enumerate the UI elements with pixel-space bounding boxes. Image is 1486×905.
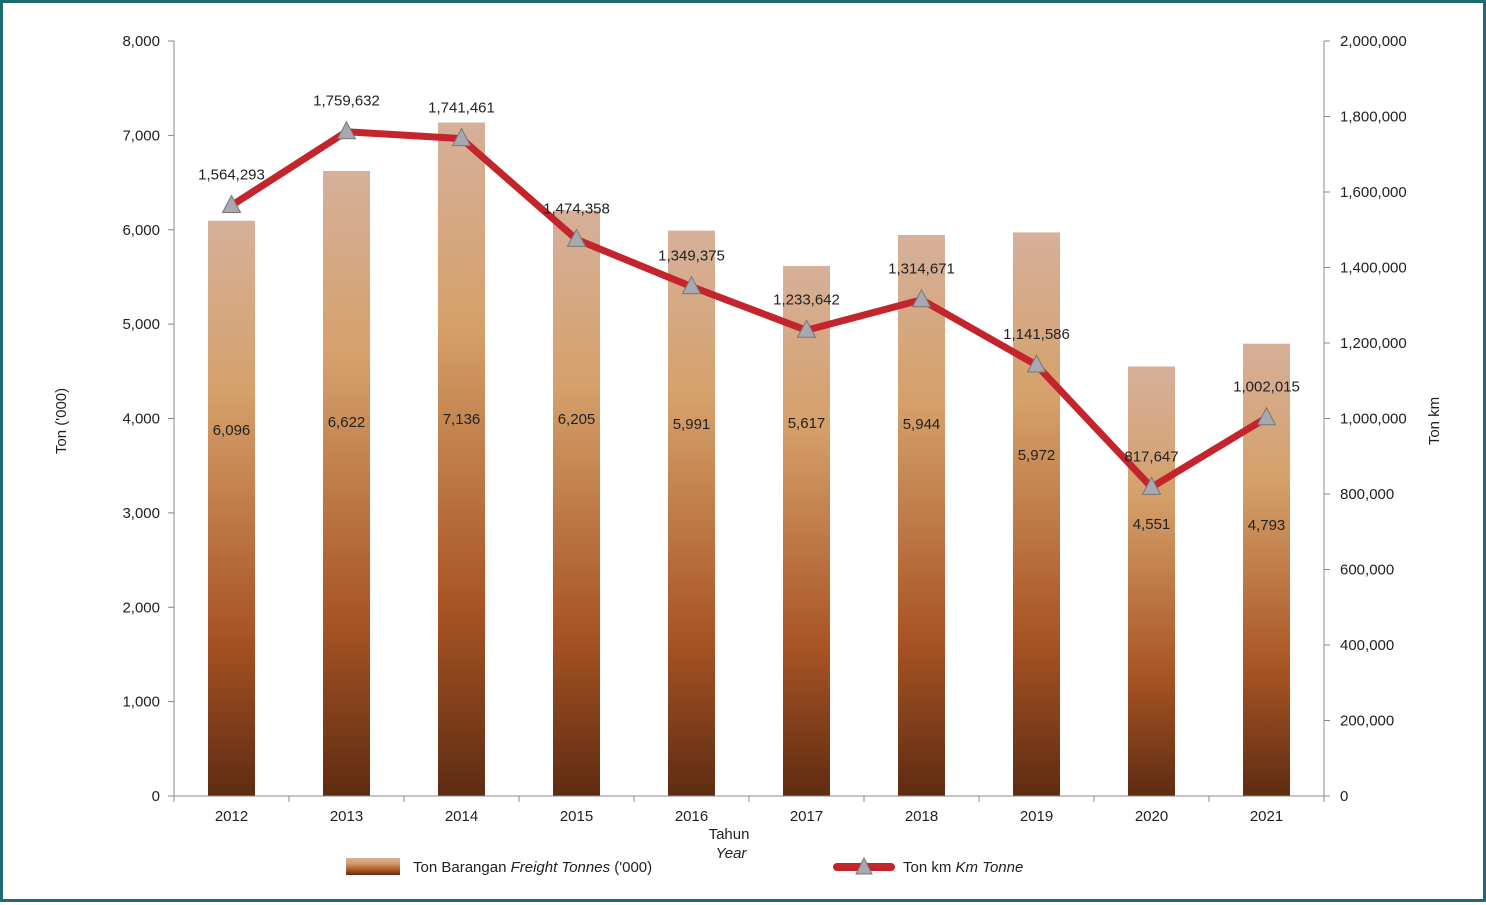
bar-data-labels: 6,096 6,622 7,136 6,205 5,991 5,617 5,944 5,972… [213,411,1286,534]
line-marker-2012 [221,194,242,213]
right-tick-label: 400,000 [1340,637,1394,654]
line-label-2017: 1,233,642 [773,291,840,308]
right-tick-label: 1,400,000 [1340,260,1407,277]
bar-label-2016: 5,991 [673,416,711,433]
right-tick-label: 800,000 [1340,486,1394,503]
bar-2018 [898,235,945,796]
x-tick-label: 2014 [445,808,478,825]
right-tick-label: 0 [1340,788,1348,805]
line-marker-2014 [451,127,472,147]
x-tick-label: 2020 [1135,808,1168,825]
x-tick-label: 2021 [1250,808,1283,825]
legend-line-label: Ton km Km Tonne [903,859,1023,876]
line-series [221,120,1277,495]
legend-bar-label-main: Ton Barangan [413,859,511,876]
line-label-2013: 1,759,632 [313,93,380,110]
x-axis-ticks: 2012 2013 2014 2015 2016 2017 2018 2019 2020 2021 [173,796,1325,825]
bar-label-2021: 4,793 [1248,517,1286,534]
x-axis-title-italic: Year [716,845,748,862]
left-tick-label: 2,000 [122,599,160,616]
right-tick-label: 2,000,000 [1340,33,1407,50]
legend-line-label-main: Ton km [903,859,956,876]
bar-2019 [1013,232,1060,796]
line-label-2014: 1,741,461 [428,100,495,117]
right-tick-label: 1,600,000 [1340,184,1407,201]
y-axis-left-title: Ton ('000) [53,388,70,454]
legend-line-marker [855,856,873,875]
x-tick-label: 2018 [905,808,938,825]
bar-2013 [323,171,370,796]
bar-label-2020: 4,551 [1133,516,1171,533]
bar-label-2014: 7,136 [443,411,481,428]
x-tick-label: 2013 [330,808,363,825]
right-tick-label: 1,800,000 [1340,109,1407,126]
line-label-2016: 1,349,375 [658,248,725,265]
line-marker-2020 [1141,476,1162,495]
line-marker-2018 [911,288,932,308]
legend-bar-swatch [346,858,400,875]
line-marker-2021 [1256,406,1277,426]
line-marker-2015 [566,228,587,247]
line-marker-2017 [796,319,817,338]
line-label-2015: 1,474,358 [543,200,610,217]
line-label-2018: 1,314,671 [888,261,955,278]
left-tick-label: 8,000 [122,33,160,50]
left-tick-label: 0 [152,788,160,805]
bar-label-2019: 5,972 [1018,447,1056,464]
right-tick-label: 1,000,000 [1340,411,1407,428]
left-tick-label: 5,000 [122,316,160,333]
bar-label-2013: 6,622 [328,414,366,431]
x-tick-label: 2015 [560,808,593,825]
line-marker-2016 [681,275,702,295]
right-tick-label: 200,000 [1340,713,1394,730]
right-tick-label: 1,200,000 [1340,335,1407,352]
line-label-2019: 1,141,586 [1003,326,1070,343]
y-axis-right-title: Ton km [1426,397,1443,445]
x-tick-label: 2017 [790,808,823,825]
legend-bar-label: Ton Barangan Freight Tonnes ('000) [413,859,652,876]
line-label-2020: 817,647 [1124,448,1178,465]
left-tick-label: 3,000 [122,505,160,522]
left-tick-label: 7,000 [122,127,160,144]
legend-bar-label-suffix: ('000) [610,859,652,876]
chart-svg: 6,096 6,622 7,136 6,205 5,991 5,617 5,944 5,972… [53,33,1443,876]
bar-2020 [1128,366,1175,796]
x-tick-label: 2019 [1020,808,1053,825]
ton-km-line [228,128,1270,491]
left-axis-ticks: 0 1,000 2,000 3,000 4,000 5,000 6,000 7,000 8,00… [122,33,174,805]
right-axis-ticks: 0 200,000 400,000 600,000 800,000 1,000,000 1,… [1324,33,1407,805]
legend: Ton Barangan Freight Tonnes ('000) Ton k… [346,856,1023,876]
bar-2016 [668,230,715,797]
line-data-labels: 1,564,293 1,759,632 1,741,461 1,474,358 1,34… [198,93,1300,466]
x-tick-label: 2012 [215,808,248,825]
left-tick-label: 4,000 [122,411,160,428]
bar-label-2015: 6,205 [558,411,596,428]
line-marker-2013 [336,120,357,140]
bar-series [208,122,1290,797]
bar-label-2012: 6,096 [213,422,251,439]
line-label-2021: 1,002,015 [1233,379,1300,396]
left-tick-label: 6,000 [122,222,160,239]
left-tick-label: 1,000 [122,694,160,711]
line-label-2012: 1,564,293 [198,167,265,184]
x-tick-label: 2016 [675,808,708,825]
bar-2012 [208,220,255,796]
legend-bar-label-italic: Freight Tonnes [511,859,611,876]
bar-2017 [783,265,830,796]
x-axis-title: Tahun [709,826,750,843]
legend-line-label-italic: Km Tonne [956,859,1024,876]
line-marker-2019 [1026,353,1047,373]
bar-label-2018: 5,944 [903,416,941,433]
bar-2014 [438,122,485,796]
bar-2015 [553,210,600,796]
bar-label-2017: 5,617 [788,415,826,432]
right-tick-label: 600,000 [1340,562,1394,579]
